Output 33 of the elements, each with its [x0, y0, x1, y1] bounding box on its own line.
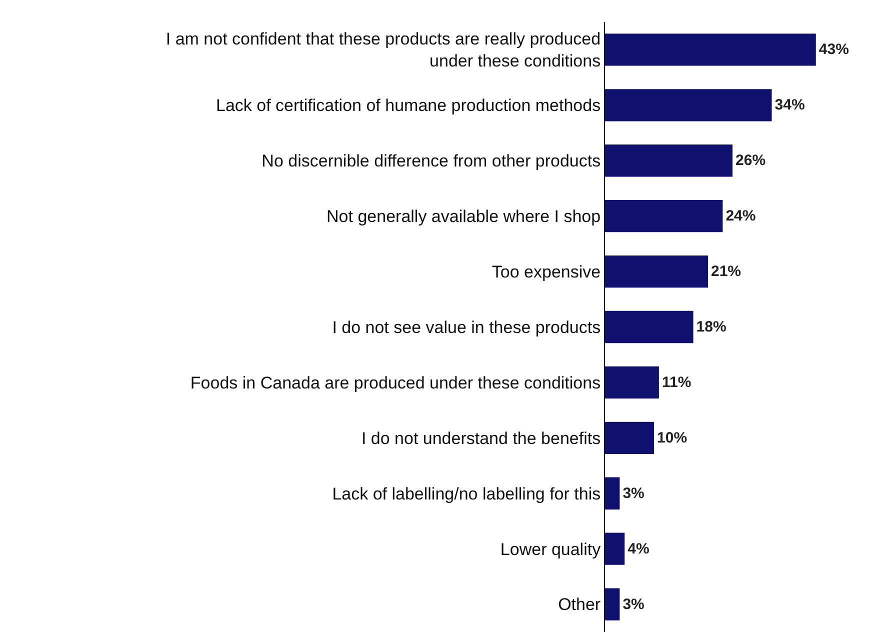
y-tick-label: I am not confident that these products are really produced under these conditions — [166, 30, 601, 71]
y-tick-label: Lack of labelling/no labelling for this — [332, 484, 601, 504]
data-label: 34% — [774, 96, 805, 114]
bar — [605, 532, 625, 565]
y-tick-label: Lower quality — [500, 540, 602, 559]
bar — [605, 366, 659, 399]
data-label: 3% — [622, 484, 644, 502]
data-label: 3% — [622, 596, 644, 613]
y-tick-label: I do not understand the benefits — [361, 428, 601, 448]
data-label: 10% — [657, 429, 688, 446]
bar — [605, 144, 733, 177]
y-tick-label: Other — [558, 595, 601, 614]
bar — [605, 255, 708, 288]
bar — [605, 588, 620, 620]
bar — [605, 89, 772, 122]
data-label: 26% — [736, 152, 766, 170]
y-tick-label: Foods in Canada are produced under these conditions — [190, 373, 601, 392]
y-tick-label: Lack of certification of humane production methods — [216, 96, 601, 116]
bar — [605, 200, 723, 232]
bar — [605, 310, 694, 344]
data-label: 18% — [696, 318, 726, 336]
data-label: 11% — [662, 374, 692, 391]
data-label: 21% — [711, 263, 742, 280]
data-label: 24% — [726, 208, 756, 225]
y-tick-label: No discernible difference from other products — [262, 152, 601, 171]
y-tick-label: Not generally available where I shop — [326, 207, 601, 226]
data-label: 4% — [628, 540, 650, 558]
data-label: 43% — [818, 41, 849, 58]
bar — [605, 422, 654, 454]
y-tick-label: Too expensive — [492, 262, 601, 282]
bar — [605, 34, 816, 66]
bar — [605, 477, 620, 510]
y-tick-label: I do not see value in these products — [332, 318, 601, 337]
